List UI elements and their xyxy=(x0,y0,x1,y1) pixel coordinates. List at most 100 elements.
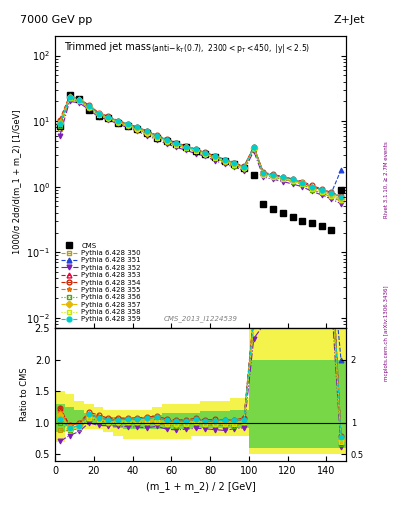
Pythia 6.428 350 xyxy=(174,142,178,148)
Pythia 6.428 352 xyxy=(145,133,149,139)
Pythia 6.428 355 xyxy=(116,118,120,124)
Pythia 6.428 351 xyxy=(67,94,72,100)
Pythia 6.428 357 xyxy=(125,122,130,128)
Pythia 6.428 350 xyxy=(252,145,256,152)
Pythia 6.428 351 xyxy=(222,157,227,163)
CMS xyxy=(164,138,169,144)
Pythia 6.428 351 xyxy=(281,174,285,180)
Pythia 6.428 355 xyxy=(145,128,149,134)
CMS xyxy=(329,227,334,233)
Pythia 6.428 358 xyxy=(116,119,120,125)
Pythia 6.428 358 xyxy=(164,138,169,144)
Pythia 6.428 356 xyxy=(203,152,208,158)
Pythia 6.428 350 xyxy=(145,131,149,137)
Pythia 6.428 353 xyxy=(145,128,149,134)
Line: Pythia 6.428 358: Pythia 6.428 358 xyxy=(57,96,343,202)
Pythia 6.428 355 xyxy=(86,103,91,109)
Pythia 6.428 355 xyxy=(319,187,324,193)
Pythia 6.428 350 xyxy=(281,176,285,182)
Pythia 6.428 353 xyxy=(281,174,285,180)
Pythia 6.428 350 xyxy=(290,179,295,185)
Pythia 6.428 354 xyxy=(232,160,237,166)
Pythia 6.428 351 xyxy=(261,170,266,177)
Pythia 6.428 354 xyxy=(242,163,246,169)
Pythia 6.428 355 xyxy=(281,174,285,180)
Line: Pythia 6.428 355: Pythia 6.428 355 xyxy=(57,94,343,199)
Pythia 6.428 353 xyxy=(154,133,159,139)
Pythia 6.428 358 xyxy=(222,158,227,164)
Pythia 6.428 352 xyxy=(329,196,334,202)
Pythia 6.428 358 xyxy=(135,126,140,132)
CMS xyxy=(184,144,188,151)
Pythia 6.428 354 xyxy=(310,182,314,188)
CMS xyxy=(106,115,111,121)
Pythia 6.428 352 xyxy=(135,128,140,134)
Pythia 6.428 355 xyxy=(203,150,208,156)
Line: CMS: CMS xyxy=(57,92,344,232)
Pythia 6.428 358 xyxy=(193,147,198,154)
Pythia 6.428 355 xyxy=(242,164,246,170)
Pythia 6.428 352 xyxy=(271,176,275,182)
Pythia 6.428 358 xyxy=(125,122,130,129)
Pythia 6.428 350 xyxy=(77,98,82,104)
Pythia 6.428 356 xyxy=(145,131,149,137)
Pythia 6.428 350 xyxy=(184,145,188,151)
Pythia 6.428 357 xyxy=(67,94,72,100)
Pythia 6.428 353 xyxy=(174,140,178,146)
Pythia 6.428 356 xyxy=(252,145,256,152)
Pythia 6.428 359 xyxy=(271,172,275,178)
Pythia 6.428 353 xyxy=(57,117,62,123)
Pythia 6.428 353 xyxy=(213,153,217,159)
Pythia 6.428 351 xyxy=(106,114,111,120)
Pythia 6.428 351 xyxy=(135,124,140,131)
Pythia 6.428 356 xyxy=(281,176,285,182)
Pythia 6.428 356 xyxy=(86,104,91,111)
Pythia 6.428 355 xyxy=(174,140,178,146)
Pythia 6.428 354 xyxy=(319,186,324,192)
Pythia 6.428 351 xyxy=(232,160,237,166)
Pythia 6.428 355 xyxy=(67,93,72,99)
Pythia 6.428 352 xyxy=(57,133,62,139)
Pythia 6.428 354 xyxy=(339,193,343,199)
Pythia 6.428 359 xyxy=(96,111,101,117)
Pythia 6.428 359 xyxy=(310,184,314,190)
Pythia 6.428 359 xyxy=(319,187,324,193)
Pythia 6.428 355 xyxy=(57,118,62,124)
Pythia 6.428 352 xyxy=(222,161,227,167)
Pythia 6.428 357 xyxy=(77,97,82,103)
Line: Pythia 6.428 351: Pythia 6.428 351 xyxy=(57,95,343,196)
Text: 7000 GeV pp: 7000 GeV pp xyxy=(20,15,92,26)
Pythia 6.428 357 xyxy=(106,115,111,121)
Pythia 6.428 350 xyxy=(319,190,324,196)
Pythia 6.428 355 xyxy=(232,160,237,166)
Pythia 6.428 352 xyxy=(164,141,169,147)
Pythia 6.428 358 xyxy=(232,162,237,168)
Pythia 6.428 359 xyxy=(154,133,159,139)
Pythia 6.428 359 xyxy=(67,94,72,100)
Pythia 6.428 359 xyxy=(252,144,256,151)
Pythia 6.428 359 xyxy=(203,150,208,156)
Pythia 6.428 351 xyxy=(184,143,188,150)
Pythia 6.428 352 xyxy=(86,106,91,113)
Pythia 6.428 357 xyxy=(154,134,159,140)
Pythia 6.428 354 xyxy=(174,140,178,146)
CMS xyxy=(222,158,227,164)
Pythia 6.428 356 xyxy=(339,198,343,204)
Pythia 6.428 353 xyxy=(252,144,256,151)
CMS xyxy=(125,123,130,129)
Pythia 6.428 357 xyxy=(232,161,237,167)
Pythia 6.428 353 xyxy=(310,184,314,190)
Pythia 6.428 353 xyxy=(106,114,111,120)
Pythia 6.428 358 xyxy=(329,193,334,199)
Pythia 6.428 358 xyxy=(154,135,159,141)
Pythia 6.428 350 xyxy=(339,198,343,204)
Pythia 6.428 358 xyxy=(271,174,275,180)
Pythia 6.428 354 xyxy=(300,179,305,185)
Pythia 6.428 354 xyxy=(96,110,101,116)
Pythia 6.428 353 xyxy=(319,187,324,193)
Pythia 6.428 351 xyxy=(271,172,275,178)
Pythia 6.428 359 xyxy=(213,153,217,159)
Pythia 6.428 355 xyxy=(290,176,295,182)
Pythia 6.428 350 xyxy=(57,126,62,133)
Pythia 6.428 354 xyxy=(329,189,334,196)
